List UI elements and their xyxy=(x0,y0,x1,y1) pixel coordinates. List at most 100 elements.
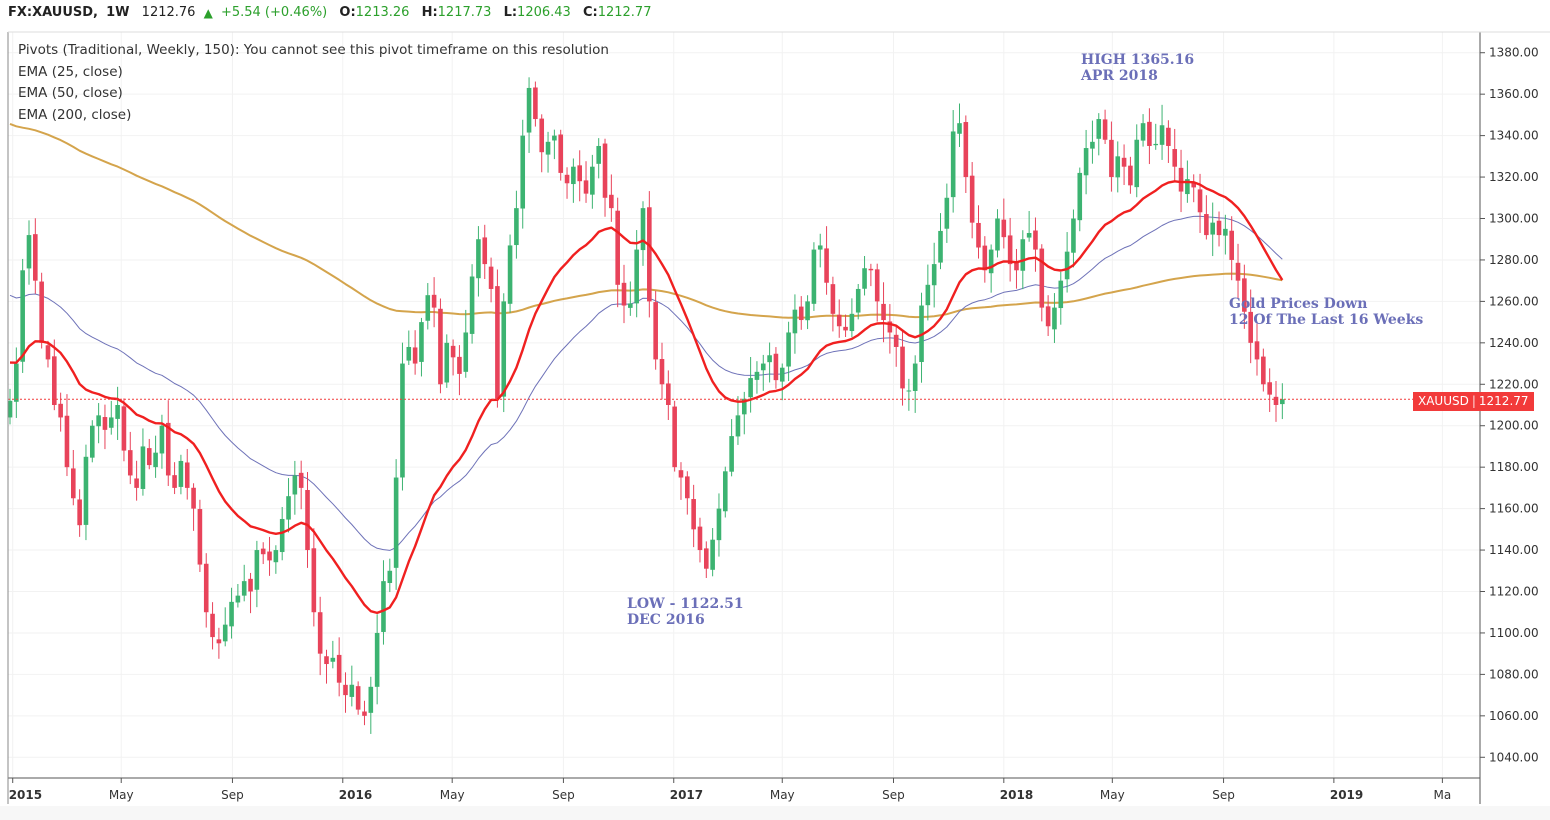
candle-body xyxy=(482,237,488,265)
candle-body xyxy=(33,234,38,281)
candle-body xyxy=(849,313,855,332)
y-tick-label: 1140.00 xyxy=(1489,543,1539,557)
candle-body xyxy=(279,518,285,553)
candle-body xyxy=(469,276,475,334)
price-change-label: +5.54 (+0.46%) xyxy=(220,5,328,20)
candle-body xyxy=(273,550,279,563)
time-axis[interactable]: 2015 May Sep 2016 May Sep 2017 May Sep 2018 May Sep… xyxy=(9,778,1452,802)
candle-body xyxy=(210,613,215,638)
candle-body xyxy=(514,208,519,246)
candle-body xyxy=(855,288,861,313)
candle-body xyxy=(1109,139,1114,178)
candle-body xyxy=(539,118,545,153)
candle-body xyxy=(906,390,912,392)
candle-body xyxy=(431,294,437,308)
x-tick-label: May xyxy=(1100,788,1125,802)
ema-25-line xyxy=(9,180,1284,615)
x-tick-label: 2016 xyxy=(339,788,372,802)
candle-body xyxy=(412,347,418,364)
x-tick-label: 2017 xyxy=(670,788,703,802)
candle-body xyxy=(1147,121,1152,146)
candle-body xyxy=(760,363,766,371)
candle-body xyxy=(406,346,412,361)
candle-body xyxy=(741,398,747,415)
candle-body xyxy=(1185,179,1190,195)
candle-body xyxy=(1115,156,1121,178)
symbol-label[interactable]: FX:XAUUSD, xyxy=(8,5,98,20)
resolution-label[interactable]: 1W xyxy=(106,5,130,20)
candle-body xyxy=(1229,230,1234,260)
note-annotation: Gold Prices Down 12 Of The Last 16 Weeks xyxy=(1229,296,1423,328)
candle-body xyxy=(697,526,703,551)
candle-body xyxy=(1083,148,1089,176)
candle-body xyxy=(1273,396,1279,405)
candle-body xyxy=(1267,382,1272,395)
candle-body xyxy=(685,476,690,499)
candle-body xyxy=(355,686,361,710)
candle-body xyxy=(419,322,424,362)
candle-body xyxy=(260,548,266,555)
candle-body xyxy=(862,268,867,289)
legend-ema-50[interactable]: EMA (50, close) xyxy=(18,85,123,101)
candle-body xyxy=(678,470,684,478)
y-tick-label: 1280.00 xyxy=(1489,253,1539,267)
candle-body xyxy=(1039,248,1045,308)
candle-body xyxy=(349,684,355,697)
candle-body xyxy=(1007,235,1013,265)
candle-body xyxy=(900,346,905,389)
ema-50-layer xyxy=(9,215,1283,551)
candle-body xyxy=(71,468,76,499)
candle-body xyxy=(1216,220,1222,236)
candle-body xyxy=(488,266,494,289)
candle-body xyxy=(203,563,209,613)
candle-body xyxy=(292,475,298,495)
y-tick-label: 1240.00 xyxy=(1489,336,1539,350)
candle-body xyxy=(14,363,19,402)
candle-body xyxy=(102,417,108,430)
candle-body xyxy=(925,284,931,306)
candle-body xyxy=(108,417,114,428)
candle-body xyxy=(1077,172,1083,221)
candle-body xyxy=(96,415,101,427)
candle-body xyxy=(1026,233,1032,238)
price-axis[interactable] xyxy=(1480,32,1550,806)
legend-ema-25[interactable]: EMA (25, close) xyxy=(18,63,123,80)
x-tick-label: May xyxy=(770,788,795,802)
candle-body xyxy=(1140,123,1146,141)
y-tick-label: 1320.00 xyxy=(1489,170,1539,184)
candle-body xyxy=(931,264,937,286)
y-tick-label: 1340.00 xyxy=(1489,129,1539,143)
candle-body xyxy=(77,499,82,526)
candle-body xyxy=(1242,278,1247,312)
candle-body xyxy=(874,269,880,302)
x-tick-label: Sep xyxy=(1212,788,1235,802)
candle-body xyxy=(830,284,836,314)
candle-body xyxy=(393,477,399,568)
candle-body xyxy=(602,143,608,198)
close-label: C: xyxy=(582,5,598,20)
low-annotation-line2: DEC 2016 xyxy=(627,612,705,628)
candle-body xyxy=(798,306,804,321)
candle-body xyxy=(982,245,988,271)
low-value: 1206.43 xyxy=(517,5,571,20)
candle-body xyxy=(729,436,734,472)
chart-header: FX:XAUUSD, 1W 1212.76 ▲ +5.54 (+0.46%) O… xyxy=(0,0,1550,28)
last-price-label: 1212.76 xyxy=(141,5,196,20)
indicator-legend: Pivots (Traditional, Weekly, 150): You c… xyxy=(18,40,609,126)
x-tick-label: May xyxy=(109,788,134,802)
legend-pivots[interactable]: Pivots (Traditional, Weekly, 150): You c… xyxy=(18,42,609,58)
x-tick-label: May xyxy=(440,788,465,802)
candle-body xyxy=(957,123,962,134)
legend-ema-200[interactable]: EMA (200, close) xyxy=(18,106,132,123)
candle-body xyxy=(267,551,272,561)
candle-body xyxy=(1197,189,1203,213)
high-annotation-line2: APR 2018 xyxy=(1081,68,1158,84)
candle-body xyxy=(944,197,950,229)
y-tick-label: 1060.00 xyxy=(1489,709,1539,723)
price-chart[interactable]: 1380.00 1360.00 1340.00 1320.00 1300.00 1280.… xyxy=(0,28,1550,806)
candle-body xyxy=(653,302,658,360)
candle-body xyxy=(938,230,943,263)
candle-body xyxy=(153,452,158,468)
candle-body xyxy=(241,581,247,596)
candle-body xyxy=(501,301,507,397)
